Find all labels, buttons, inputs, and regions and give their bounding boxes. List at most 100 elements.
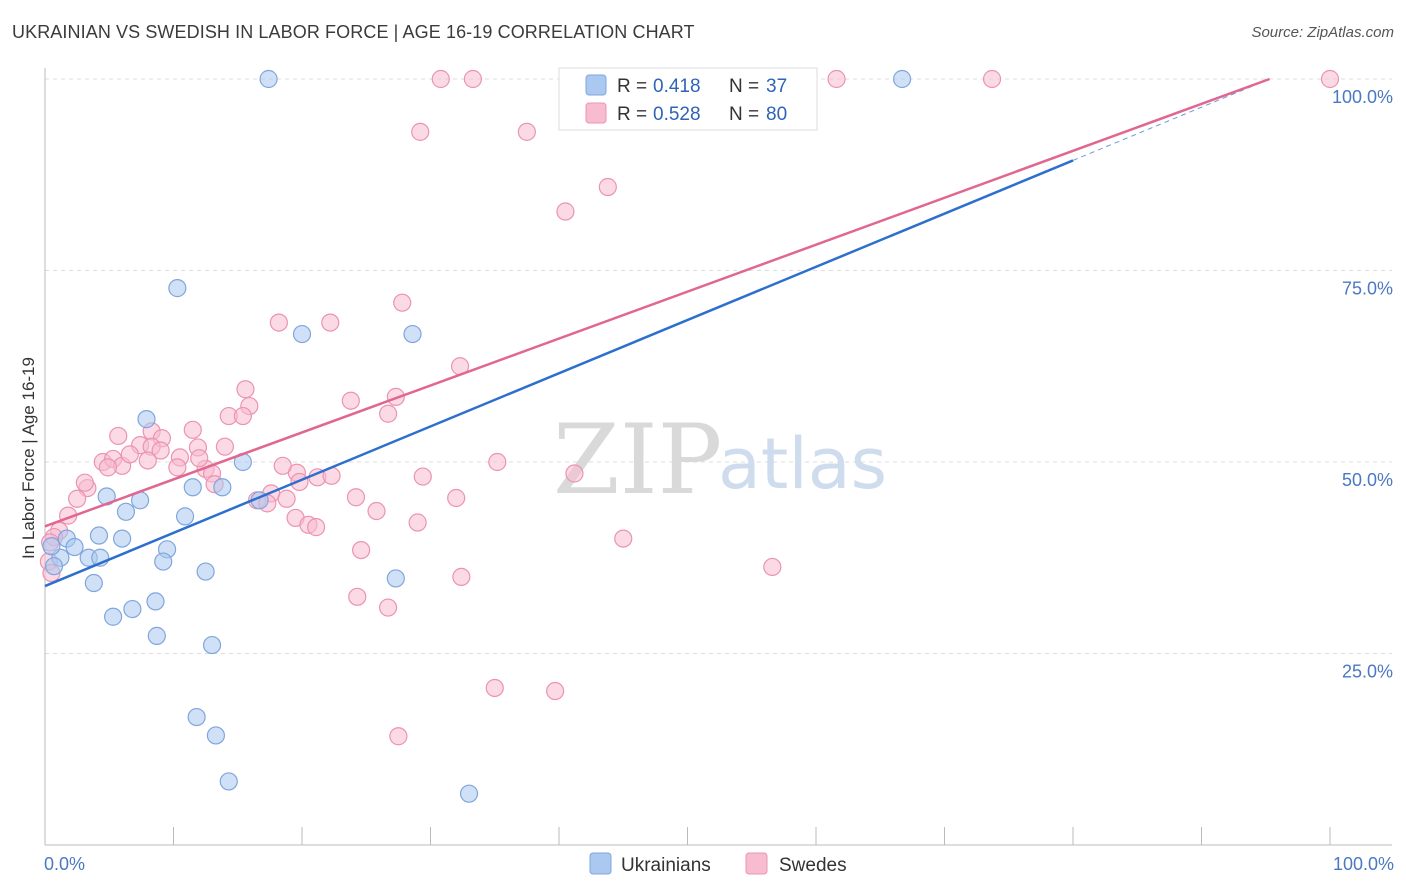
- ukrainians-point-17: [65, 537, 84, 557]
- swedes-point-1: [463, 69, 483, 89]
- swedes-point-72: [485, 678, 504, 698]
- ukrainians-trend-extension: [1072, 78, 1270, 161]
- swedes-point-4: [827, 69, 846, 89]
- swedes-point-73: [546, 681, 565, 701]
- ukrainians-point-23: [196, 562, 215, 581]
- ukrainians-point-32: [187, 707, 206, 727]
- ukrainians-point-22: [154, 552, 173, 571]
- ukrainians-point-24: [44, 557, 64, 576]
- ukrainians-point-11: [213, 478, 232, 497]
- ukrainians-point-13: [175, 507, 195, 526]
- ukrainians-point-34: [219, 772, 238, 791]
- swedes-point-32: [138, 451, 157, 470]
- swedes-point-79: [75, 473, 94, 492]
- watermark-atlas: atlas: [718, 423, 887, 505]
- ukrainians-trend-line: [44, 159, 1074, 588]
- ukrainians-point-35: [459, 784, 479, 803]
- swedes-point-20: [233, 406, 252, 426]
- swedes-point-77: [190, 449, 209, 468]
- swedes-point-23: [183, 420, 202, 439]
- swedes-point-11: [393, 293, 412, 312]
- legend-n-label-ukrainians: N =: [729, 76, 759, 97]
- swedes-point-53: [447, 488, 466, 508]
- ukrainians-points: [42, 69, 912, 803]
- x-tick-label-min: 0.0%: [44, 854, 85, 874]
- swedes-point-50: [277, 489, 296, 508]
- swedes-point-66: [614, 529, 633, 548]
- swedes-point-21: [378, 404, 398, 423]
- swedes-point-0: [431, 69, 450, 89]
- swedes-point-15: [236, 380, 255, 399]
- y-tick-label-1: 50.0%: [1342, 470, 1393, 490]
- swedes-point-55: [367, 501, 386, 521]
- swedes-point-7: [411, 122, 430, 141]
- bottom-legend-label-swedes: Swedes: [779, 855, 847, 876]
- swedes-point-44: [565, 464, 584, 483]
- swedes-point-10: [556, 202, 575, 221]
- swedes-point-57: [408, 513, 427, 532]
- y-tick-label-0: 25.0%: [1342, 662, 1393, 682]
- legend-n-label-swedes: N =: [729, 104, 759, 125]
- ukrainians-point-15: [89, 526, 109, 545]
- bottom-legend-label-ukrainians: Ukrainians: [621, 855, 711, 876]
- legend-n-value-swedes: 80: [766, 104, 787, 125]
- legend-swatch-swedes: [585, 102, 607, 124]
- chart-title: UKRAINIAN VS SWEDISH IN LABOR FORCE | AG…: [12, 22, 695, 42]
- swedes-point-5: [982, 69, 1002, 89]
- x-tick-label-max: 100.0%: [1333, 854, 1394, 874]
- swedes-point-70: [348, 587, 367, 606]
- ukrainians-point-25: [84, 573, 103, 593]
- legend-box: R = 0.418 N = 37 R = 0.528 N = 80: [558, 67, 818, 131]
- bottom-legend: Ukrainians Swedes: [589, 852, 847, 876]
- swedes-point-52: [346, 488, 366, 507]
- ukrainians-point-27: [146, 592, 165, 611]
- ukrainians-point-30: [147, 626, 166, 645]
- swedes-point-43: [488, 452, 507, 472]
- ukrainians-point-5: [137, 410, 156, 429]
- watermark: ZIP atlas: [553, 404, 887, 516]
- swedes-point-67: [352, 540, 371, 560]
- ukrainians-point-33: [206, 726, 226, 745]
- swedes-point-69: [452, 567, 471, 587]
- swedes-point-13: [321, 313, 340, 332]
- y-tick-labels: 25.0% 50.0% 75.0% 100.0%: [1332, 87, 1393, 682]
- ukrainians-point-16: [112, 529, 132, 548]
- swedes-point-78: [120, 445, 139, 464]
- y-axis-label: In Labor Force | Age 16-19: [19, 357, 38, 559]
- ukrainians-point-0: [259, 69, 278, 89]
- swedes-trend-line: [44, 77, 1271, 528]
- trend-lines: [44, 77, 1271, 588]
- swedes-point-48: [68, 489, 87, 508]
- ukrainians-point-26: [386, 569, 405, 588]
- swedes-point-74: [389, 727, 408, 746]
- ukrainians-point-2: [168, 279, 187, 298]
- swedes-point-30: [215, 437, 234, 456]
- swedes-point-36: [98, 458, 118, 477]
- ukrainians-point-28: [123, 599, 142, 619]
- swedes-point-6: [1320, 69, 1340, 89]
- grid: [45, 78, 1392, 654]
- legend-r-value-ukrainians: 0.418: [653, 76, 701, 97]
- legend-r-label-ukrainians: R =: [617, 76, 647, 97]
- swedes-point-28: [151, 441, 170, 460]
- axes: [44, 68, 1392, 846]
- y-tick-label-2: 75.0%: [1342, 279, 1393, 299]
- swedes-point-68: [763, 557, 782, 577]
- legend-n-value-ukrainians: 37: [766, 76, 787, 97]
- source-credit: Source: ZipAtlas.com: [1251, 24, 1394, 41]
- swedes-point-75: [273, 456, 292, 475]
- ukrainians-point-12: [116, 502, 136, 521]
- swedes-point-37: [168, 458, 187, 477]
- watermark-zip: ZIP: [553, 404, 722, 516]
- swedes-point-71: [378, 598, 398, 617]
- legend-swatch-ukrainians: [585, 74, 607, 96]
- legend-r-value-swedes: 0.528: [653, 104, 701, 125]
- swedes-point-16: [341, 391, 360, 410]
- swedes-point-8: [517, 122, 536, 141]
- bottom-legend-swatch-ukrainians: [589, 852, 612, 875]
- ukrainians-point-36: [42, 537, 61, 556]
- swedes-point-9: [598, 177, 617, 197]
- y-tick-label-3: 100.0%: [1332, 87, 1393, 107]
- ukrainians-point-10: [183, 478, 202, 497]
